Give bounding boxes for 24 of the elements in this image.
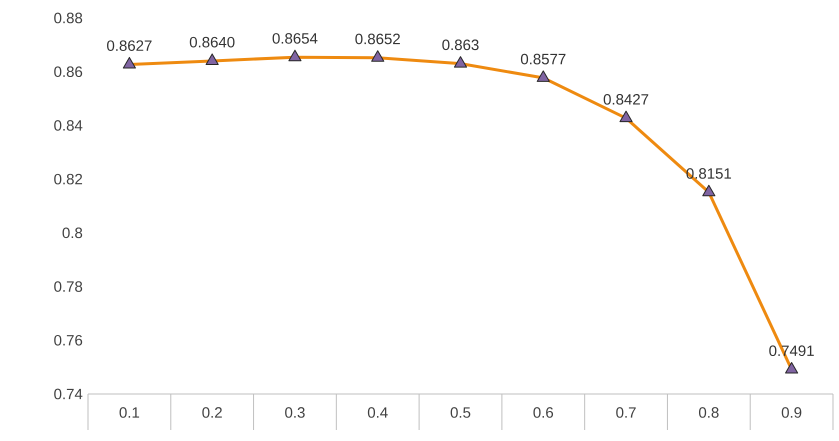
x-tick-label: 0.7 xyxy=(616,407,636,418)
y-tick-label: 0.78 xyxy=(54,281,82,292)
y-tick-label: 0.76 xyxy=(54,334,82,346)
y-tick-label: 0.86 xyxy=(54,66,82,78)
data-label: 0.8640 xyxy=(190,36,235,48)
x-tick-label: 0.8 xyxy=(698,407,719,418)
data-label: 0.8577 xyxy=(520,54,566,64)
data-label: 0.8654 xyxy=(272,33,318,44)
y-tick-label: 0.74 xyxy=(54,388,82,400)
x-tick-label: 0.1 xyxy=(120,407,140,418)
y-tick-label: 0.88 xyxy=(54,12,82,24)
x-tick-label: 0.3 xyxy=(285,407,305,418)
y-tick-label: 0.84 xyxy=(54,120,82,131)
x-tick-label: 0.9 xyxy=(782,407,802,418)
x-tick-label: 0.2 xyxy=(202,407,222,418)
x-tick-label: 0.6 xyxy=(533,407,554,418)
data-label: 0.863 xyxy=(442,40,479,50)
y-tick-label: 0.8 xyxy=(62,228,82,238)
data-label: 0.8627 xyxy=(107,40,152,51)
x-tick-label: 0.4 xyxy=(368,407,388,418)
data-label: 0.8652 xyxy=(355,34,400,44)
data-label: 0.8427 xyxy=(604,94,648,105)
y-tick-label: 0.82 xyxy=(54,174,82,184)
x-tick-label: 0.5 xyxy=(450,407,470,418)
